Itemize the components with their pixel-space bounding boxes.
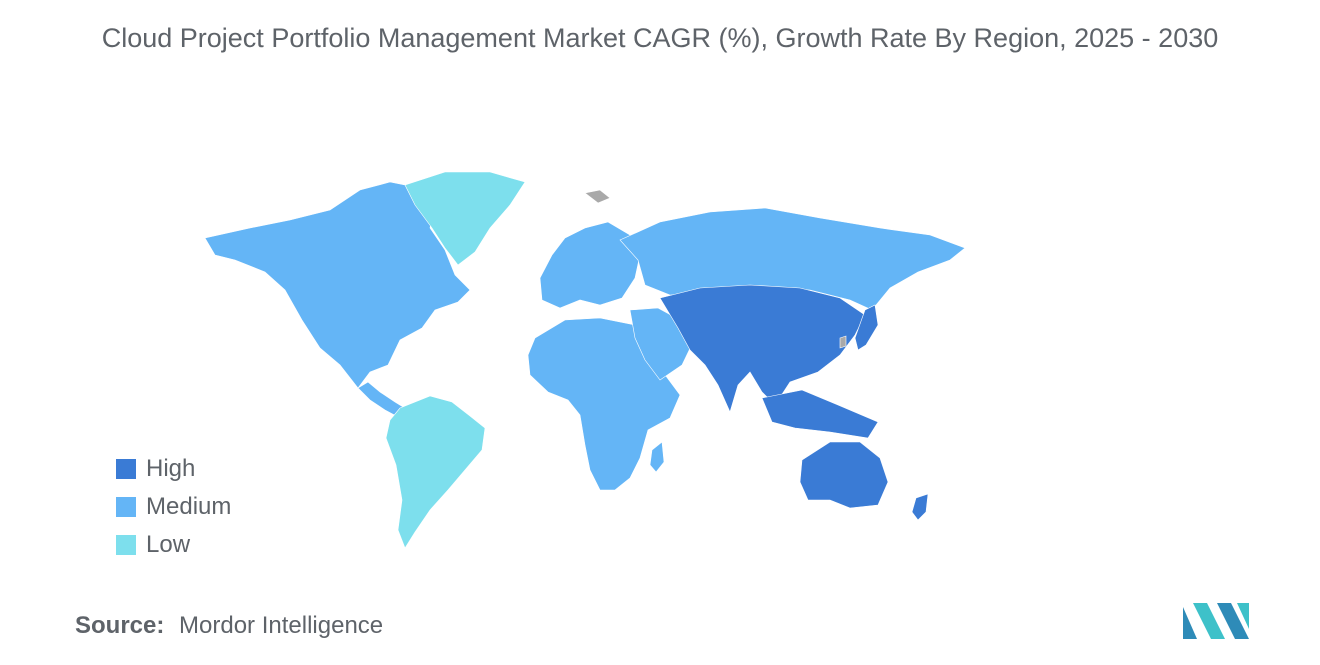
chart-title: Cloud Project Portfolio Management Marke… (101, 23, 1219, 53)
region-no-data-arctic (584, 189, 611, 204)
region-south-america (385, 395, 486, 549)
legend-swatch-low (116, 535, 136, 555)
legend-label-high: High (146, 455, 196, 482)
legend-item-medium: Medium (116, 488, 231, 526)
region-asia (659, 284, 866, 413)
region-new-zealand (911, 493, 929, 521)
region-madagascar (649, 441, 665, 473)
region-north-america (204, 181, 471, 389)
legend-item-high: High (116, 450, 231, 488)
legend-label-low: Low (146, 531, 191, 558)
mordor-intelligence-logo-icon (1183, 603, 1249, 639)
region-southeast-asia (761, 389, 879, 439)
region-greenland (404, 171, 526, 266)
region-japan (854, 304, 879, 351)
legend: High Medium Low (116, 450, 231, 564)
legend-swatch-medium (116, 497, 136, 517)
region-australia (799, 441, 889, 509)
region-europe (539, 221, 641, 309)
source-label: Source: (75, 612, 165, 639)
region-no-data-korea (839, 335, 847, 349)
world-map (204, 171, 966, 549)
source-value: Mordor Intelligence (179, 612, 384, 639)
legend-swatch-high (116, 459, 136, 479)
legend-item-low: Low (116, 526, 231, 564)
source-line: Source: Mordor Intelligence (75, 612, 383, 640)
legend-label-medium: Medium (146, 493, 232, 520)
